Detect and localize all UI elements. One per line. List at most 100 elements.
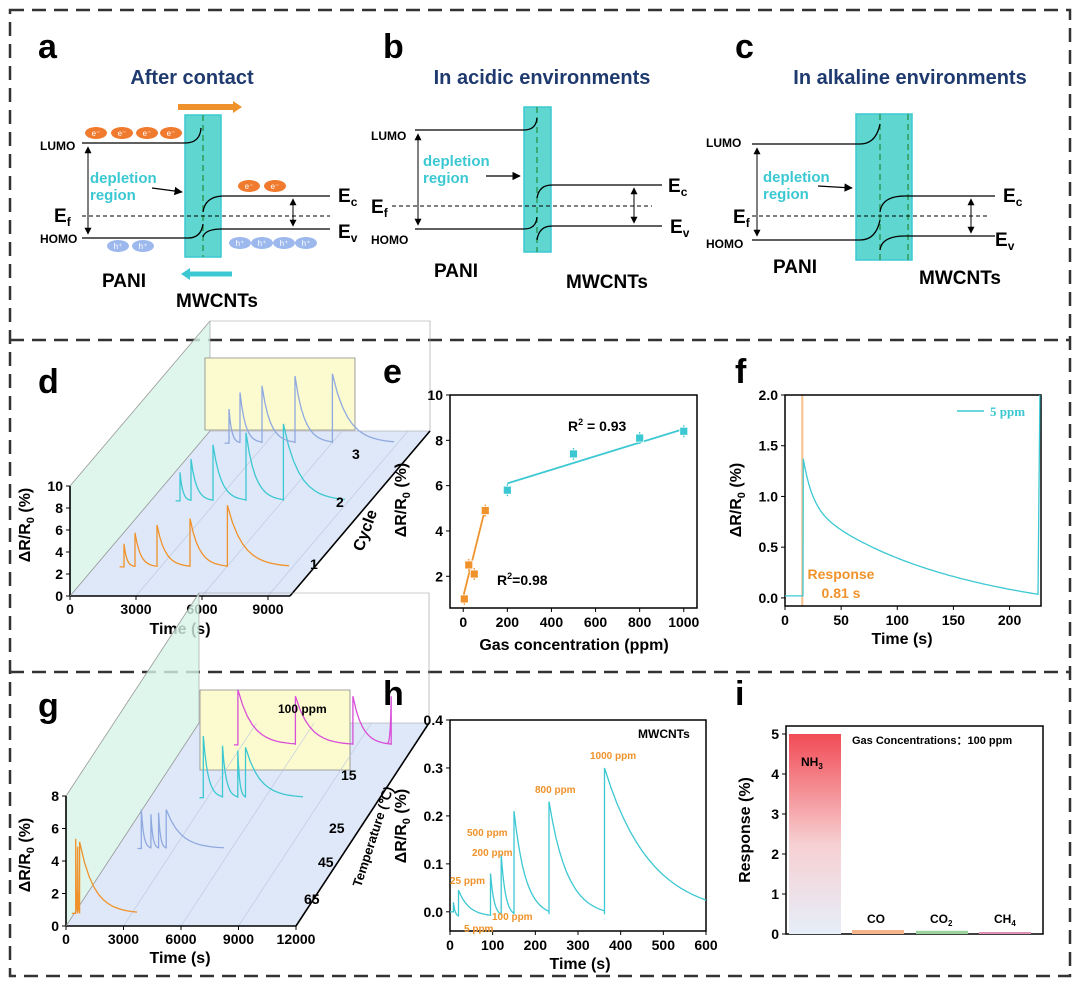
y-tick-label: 8 (55, 500, 63, 516)
plot-frame (785, 725, 1044, 935)
x-tick-label: 600 (694, 937, 718, 953)
svg-text:h⁺: h⁺ (139, 242, 148, 251)
series-line-2 (175, 423, 346, 502)
x-tick-label: 9000 (252, 601, 283, 617)
fit-line (462, 508, 487, 597)
right-material-label: MWCNTs (176, 291, 258, 312)
pulse-label: 25 ppm (450, 876, 485, 887)
ec-level (202, 195, 330, 213)
pulse-label: 200 ppm (472, 848, 513, 859)
y-tick-label: 0.3 (424, 760, 444, 776)
z-tick-label: 65 (304, 891, 320, 907)
x-tick-label: 200 (524, 937, 548, 953)
left-wall (66, 593, 199, 926)
y-tick-label: 6 (51, 821, 59, 837)
category-label: NH3 (801, 755, 823, 771)
y-tick-label: 0.0 (759, 590, 779, 606)
category-main: CO (930, 912, 948, 926)
ef-label: Ef (733, 207, 751, 230)
y-tick-label: 8 (435, 432, 443, 448)
y-tick-label: 2 (771, 846, 779, 862)
x-tick-label: 600 (584, 614, 608, 630)
series-line-1 (119, 505, 290, 568)
ec-label: Ec (668, 176, 688, 199)
region-label: region (90, 187, 136, 204)
y-tick-label: 0.4 (424, 712, 444, 728)
r2-sup: 2 (578, 417, 583, 427)
y-axis-title: ΔR/R0 (%) (393, 789, 413, 864)
x-tick-label: 3000 (108, 931, 139, 947)
floor-grid (238, 722, 372, 927)
ylabel-main: ΔR/R (17, 523, 34, 563)
diagram-c-title: In alkaline environments (793, 67, 1026, 89)
data-point (502, 485, 512, 495)
electrons-mwcnt: e⁻ e⁻ (238, 180, 286, 192)
y-tick-label: 0 (55, 588, 63, 604)
chart-h-mwcnt-response: 0 100 200 300 400 500 600 0.0 0.1 0.2 0.3 0.4 5 ppm 2… (393, 712, 718, 973)
series-line-3 (224, 373, 395, 444)
diagram-a-title: After contact (130, 67, 254, 89)
right-material-label: MWCNTs (919, 268, 1001, 289)
plot-frame (449, 394, 698, 609)
chart-title: Gas Concentrations：100 ppm (852, 735, 1012, 747)
y-tick-label: 1 (771, 886, 779, 902)
depletion-label: depletion (90, 170, 157, 187)
y-tick-label: 0 (51, 918, 59, 934)
homo-label: HOMO (371, 233, 408, 247)
ylabel-unit: (%) (393, 463, 410, 492)
category-main: CH (994, 912, 1011, 926)
data-point (569, 449, 578, 459)
category-main: CO (867, 912, 885, 926)
depth-edge (69, 430, 211, 597)
homo-level (82, 223, 204, 239)
ylabel-main: ΔR/R (393, 824, 410, 864)
y-tick-label: 6 (55, 522, 63, 538)
x-tick-label: 400 (540, 614, 564, 630)
x-axis-title: Gas concentration (ppm) (479, 637, 668, 654)
x-tick-label: 800 (628, 614, 652, 630)
region-label: region (763, 186, 809, 203)
svg-text:h⁺: h⁺ (302, 239, 311, 248)
x-tick-label: 6000 (165, 931, 196, 947)
y-tick-label: 2 (435, 568, 443, 584)
z-tick-label: 2 (336, 494, 344, 510)
x-tick-label: 400 (609, 937, 633, 953)
svg-text:e⁻: e⁻ (245, 182, 254, 191)
panel-label-c: c (735, 28, 754, 66)
category-sub: 4 (1011, 919, 1016, 928)
svg-text:e⁻: e⁻ (118, 129, 127, 138)
data-point (459, 594, 469, 604)
r2-rest: =0.98 (512, 572, 548, 588)
ef-label: Ef (54, 206, 72, 229)
panel-label-g: g (38, 687, 59, 725)
category-sub: 3 (818, 762, 823, 771)
data-point (635, 433, 645, 443)
x-tick-label: 200 (998, 612, 1022, 628)
pulse-label: 800 ppm (535, 785, 576, 796)
diagram-b-title: In acidic environments (434, 67, 651, 89)
response-time-label: 0.81 s (822, 585, 861, 601)
bar-2 (916, 930, 968, 934)
panel-label-i: i (735, 675, 744, 713)
panel-label-f: f (735, 353, 747, 391)
homo-label: HOMO (706, 237, 743, 251)
x-tick-label: 100 (886, 612, 910, 628)
ylabel-unit: (%) (728, 463, 745, 492)
r2-main: R (497, 572, 507, 588)
holes-pani: h⁺ h⁺ (107, 240, 154, 252)
y-axis-title: Response (%) (737, 777, 754, 883)
homo-level (415, 216, 538, 230)
ylabel-main: ΔR/R (17, 853, 34, 893)
z-axis (289, 430, 431, 597)
category-label: CO (867, 912, 885, 926)
svg-text:e⁻: e⁻ (167, 129, 176, 138)
x-tick-label: 0 (66, 601, 74, 617)
y-axis-title: ΔR/R0 (%) (393, 463, 413, 538)
ylabel-sub: 0 (25, 847, 37, 853)
depletion-arrow (151, 186, 183, 196)
y-tick-label: 0 (771, 926, 779, 942)
region-label: region (423, 170, 469, 187)
